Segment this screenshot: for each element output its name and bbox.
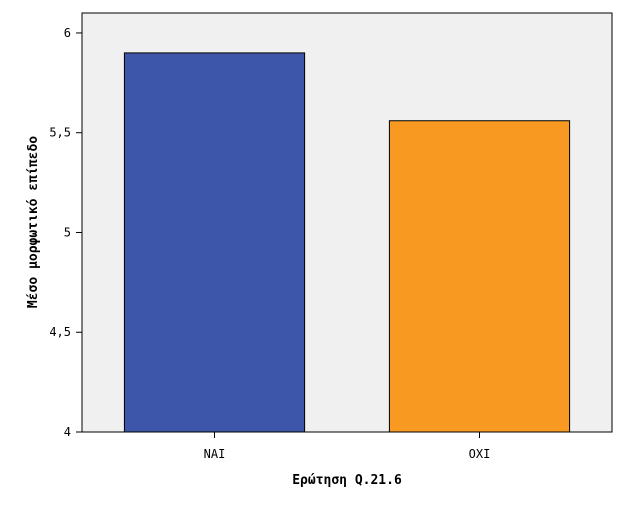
bars-group	[123, 52, 571, 433]
x-tick-label: ΟΧΙ	[469, 447, 491, 461]
y-axis: 4 4,5 5 5,5 6	[49, 26, 82, 439]
bar-1	[388, 120, 571, 433]
y-tick-label: 5,5	[49, 126, 71, 140]
x-axis: ΝΑΙ ΟΧΙ	[204, 432, 491, 461]
y-tick-label: 4,5	[49, 325, 71, 339]
y-axis-title: Μέσο μορφωτικό επίπεδο	[26, 136, 41, 308]
bar-0	[123, 52, 306, 433]
y-tick-label: 4	[64, 425, 71, 439]
y-tick-label: 5	[64, 225, 71, 239]
x-tick-label: ΝΑΙ	[204, 447, 226, 461]
y-tick-label: 6	[64, 26, 71, 40]
x-axis-title: Ερώτηση Q.21.6	[292, 473, 402, 488]
